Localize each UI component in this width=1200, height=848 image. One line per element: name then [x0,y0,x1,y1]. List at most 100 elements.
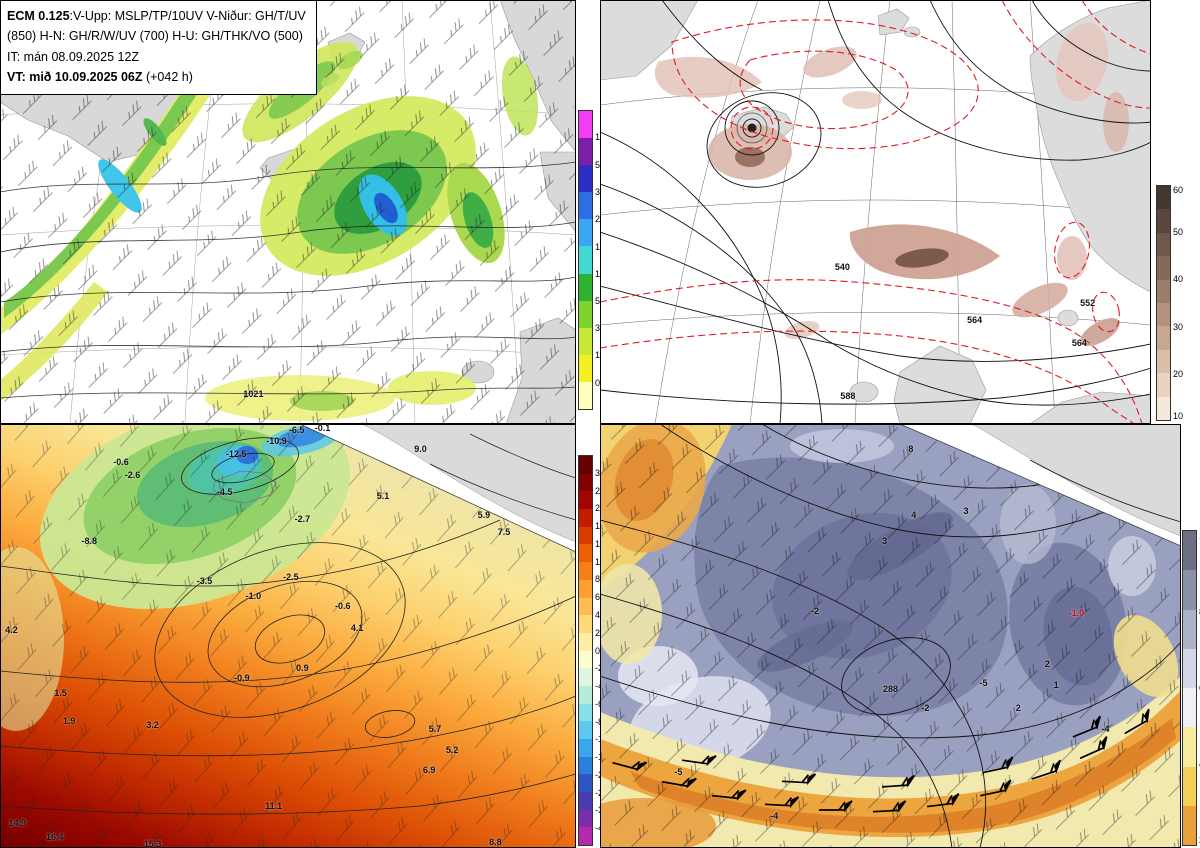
colorbar-label: -8 [595,716,604,727]
colorbar-segment [579,597,592,616]
field-boundary [299,424,576,553]
map-canvas-850 [0,424,576,848]
geopotential-contour-layer [600,0,1151,424]
colorbar-segment [579,739,592,757]
offgrid-contour [1029,459,1181,523]
lead-time: (+042 h) [142,69,193,84]
colorbar-segment [579,192,592,220]
map-border [600,0,1151,424]
colorbar-segment [579,473,592,492]
colorbar-segment [1157,186,1170,210]
valid-time: VT: mið 10.09.2025 06Z [7,69,143,84]
colorbar-segment [579,526,592,545]
colorbar-label: 10 [1173,411,1184,422]
colorbar-segment [1183,531,1196,571]
colorbar-label: 20 [1173,368,1184,379]
panel-temperature-850: -6.5 -0.1 -10.9 -12.5 9.0 -0.6 -2.6 -4.5 5.1 5.9-… [0,423,608,848]
colorbar-segment [579,721,592,739]
colorbar-label: 2 [595,627,601,638]
colorbar-humidity-labels: 10080604020 [1182,530,1200,846]
colorbar-humidity: 10080604020 [1182,530,1200,846]
colorbar-label: 4 [595,609,601,620]
colorbar-segment [579,668,592,686]
model-name: ECM 0.125 [7,9,70,23]
colorbar-segment [579,273,592,301]
colorbar-segment [579,809,592,828]
colorbar-precipitation-bar [578,110,593,410]
colorbar-segment [579,685,592,704]
field-boundary [899,424,1181,547]
colorbar-segment [1183,766,1196,806]
colorbar-segment [1183,648,1196,688]
colorbar-segment [579,615,592,633]
colorbar-segment [579,562,592,580]
land-layer [600,0,1151,424]
colorbar-label: -4 [595,681,604,692]
colorbar-segment [579,756,592,775]
offgrid-contours [429,433,576,521]
colorbar-segment [579,381,592,410]
colorbar-segment [579,219,592,247]
colorbar-segment [1157,373,1170,397]
colorbar-label: 30 [1173,321,1184,332]
colorbar-label: 8 [595,574,601,585]
map-temperature-850: -6.5 -0.1 -10.9 -12.5 9.0 -0.6 -2.6 -4.5 5.1 5.9-… [0,423,576,848]
colorbar-segment [1157,396,1170,421]
colorbar-segment [579,792,592,810]
thickness-contour-layer [600,0,1151,424]
colorbar-segment [1157,326,1170,350]
colorbar-label: -6 [595,698,604,709]
colorbar-vorticity-labels: 60 50 40 30 20 10 [1156,184,1200,422]
colorbar-label: 60 [1173,184,1184,195]
colorbar-segment [579,703,592,722]
panel-config-line1: :V-Upp: MSLP/TP/10UV V-Niður: GH/T/UV [69,9,306,23]
colorbar-segment [579,491,592,510]
colorbar-segment [579,138,592,166]
colorbar-segment [579,354,592,382]
colorbar-segment [1157,303,1170,327]
colorbar-temperature-bar [578,455,593,846]
colorbar-segment [579,456,592,474]
model-run-info-box: ECM 0.125:V-Upp: MSLP/TP/10UV V-Niður: G… [0,0,317,95]
colorbar-segment [1157,279,1170,304]
colorbar-segment [579,650,592,669]
colorbar-segment [1183,805,1196,845]
colorbar-segment [579,774,592,793]
colorbar-humidity-bar [1182,530,1197,846]
colorbar-label: 3 [595,323,601,334]
colorbar-segment [1157,349,1170,374]
model-config-line1: ECM 0.125:V-Upp: MSLP/TP/10UV V-Niður: G… [7,6,306,26]
colorbar-segment [579,827,592,846]
valid-time-line: VT: mið 10.09.2025 06Z (+042 h) [7,67,306,87]
init-time: IT: mán 08.09.2025 12Z [7,49,140,64]
colorbar-segment [1157,209,1170,233]
colorbar-segment [579,300,592,328]
land-layer [361,424,576,543]
colorbar-segment [579,165,592,193]
colorbar-label: 0 [595,645,601,656]
map-gh-thk-vorticity: 540 552 564 564 588 [600,0,1151,424]
colorbar-segment [579,632,592,651]
colorbar-label: 40 [1173,274,1184,285]
colorbar-segment [1157,256,1170,280]
colorbar-label: 1 [595,350,601,361]
colorbar-vorticity-bar [1156,185,1171,421]
map-humidity-omega-700: 8 4 3 3 -2 -1.0 2 -5 1 288 -2 2 -4 -5 -4 [600,424,1181,848]
colorbar-vorticity: 60 50 40 30 20 10 [1156,185,1200,421]
colorbar-label: 50 [1173,227,1184,238]
colorbar-segment [579,246,592,274]
colorbar-segment [1183,727,1196,767]
colorbar-segment [579,111,592,139]
panel-gh-thk-vorticity-500: 540 552 564 564 588 60 50 40 30 20 10 [600,0,1200,424]
panel-config-line2: (850) H-N: GH/R/W/UV (700) H-U: GH/THK/V… [7,29,303,44]
map-canvas-500 [600,0,1151,424]
colorbar-segment [1183,570,1196,610]
colorbar-segment [1183,609,1196,649]
colorbar-segment [1157,232,1170,257]
colorbar-segment [1183,688,1196,728]
map-canvas-700 [600,424,1181,848]
colorbar-label: -2 [595,663,604,674]
colorbar-label: 6 [595,592,601,603]
